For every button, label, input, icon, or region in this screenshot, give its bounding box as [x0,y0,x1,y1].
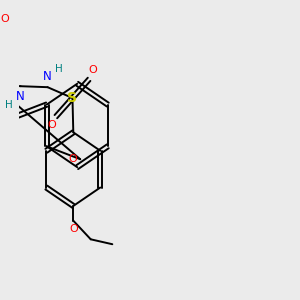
Text: O: O [69,224,78,235]
Text: O: O [68,154,77,164]
Text: N: N [43,70,52,83]
Text: H: H [5,100,13,110]
Text: N: N [16,91,25,103]
Text: O: O [47,121,56,130]
Text: O: O [0,14,9,24]
Text: S: S [68,91,77,105]
Text: H: H [55,64,63,74]
Text: O: O [89,65,98,76]
